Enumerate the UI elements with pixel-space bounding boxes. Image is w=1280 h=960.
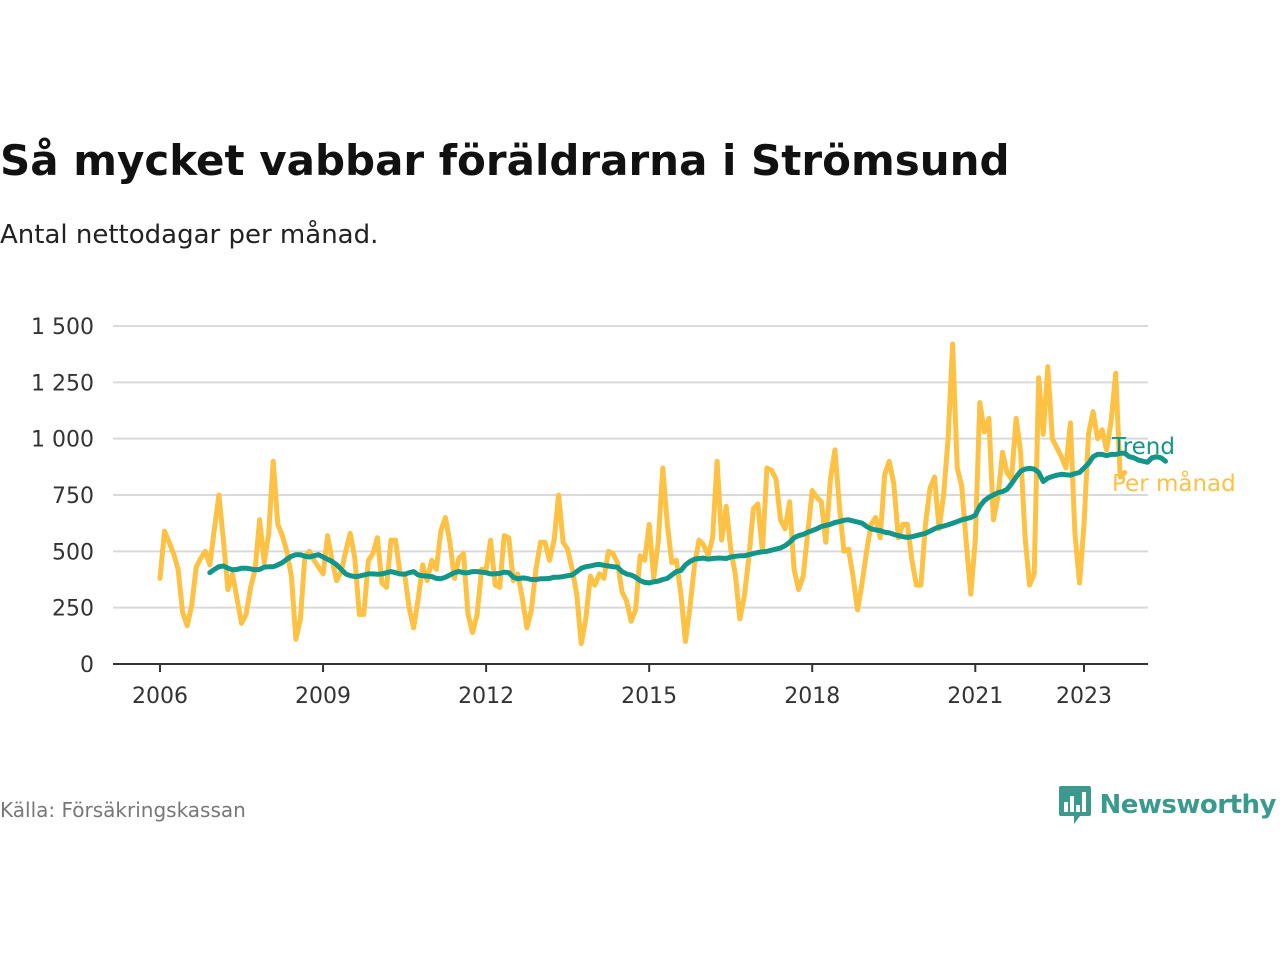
newsworthy-icon [1058,786,1091,824]
x-tick-label: 2023 [1056,684,1112,709]
x-tick-label: 2021 [947,684,1003,709]
legend-label-trend: Trend [1111,434,1175,460]
series-line-per-manad [157,341,1128,647]
series-line-trend [207,450,1168,586]
x-tick-label: 2018 [784,684,840,709]
series-lines [157,341,1168,647]
y-tick-label: 250 [52,597,94,622]
source-note: Källa: Försäkringskassan [0,798,246,822]
chart-subtitle: Antal nettodagar per månad. [0,220,379,250]
y-axis-ticks: 0 250 500 750 1 000 1 250 1 500 [31,315,94,678]
inline-legend: Trend Per månad [1111,434,1236,497]
y-tick-label: 1 000 [31,428,94,453]
x-axis-ticks: 2006 2009 2012 2015 2018 2021 2023 [113,663,1148,709]
x-tick-label: 2015 [621,684,677,709]
chart-title: Så mycket vabbar föräldrarna i Strömsund [0,136,1010,185]
y-tick-label: 1 500 [31,315,94,340]
y-tick-label: 1 250 [31,371,94,396]
x-tick-label: 2006 [132,684,188,709]
y-tick-label: 0 [80,653,94,678]
x-tick-label: 2012 [458,684,514,709]
brand-name: Newsworthy [1099,790,1277,820]
y-tick-label: 500 [52,540,94,565]
legend-label-per-manad: Per månad [1112,469,1236,497]
y-tick-label: 750 [52,484,94,509]
newsworthy-logo[interactable]: Newsworthy [1058,784,1277,826]
x-tick-label: 2009 [295,684,351,709]
